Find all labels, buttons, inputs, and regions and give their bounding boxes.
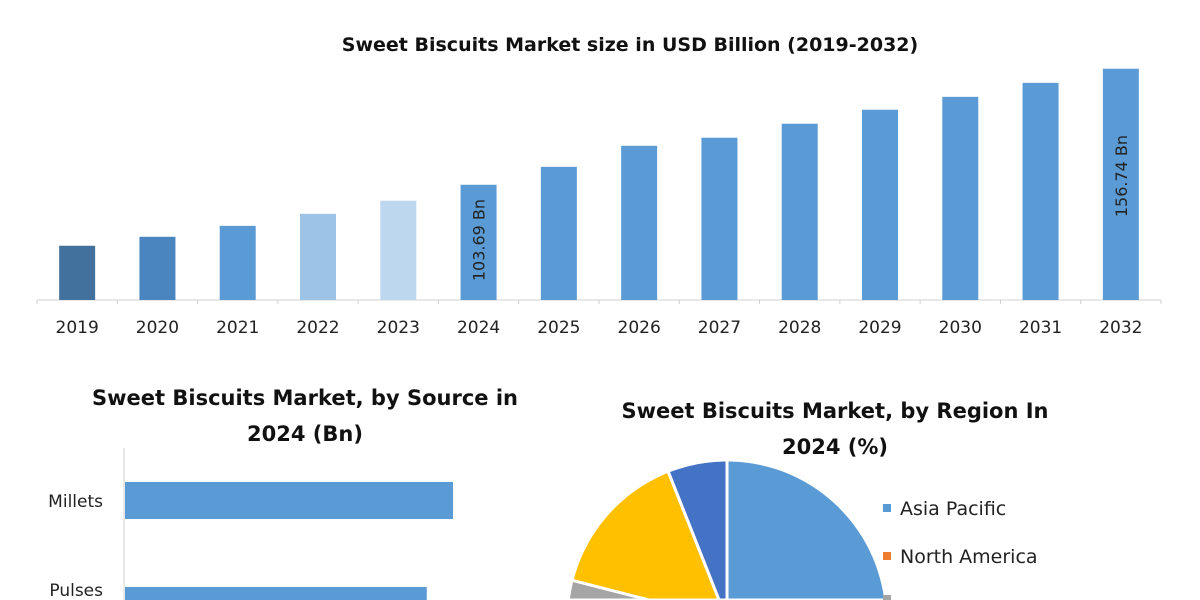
bar-2020 [139, 236, 176, 300]
bar-2019 [59, 245, 96, 300]
legend-swatch-partial [883, 595, 891, 600]
legend-label-north-america: North America [900, 546, 1038, 568]
bar-pulses [125, 587, 427, 600]
bar-2031 [1022, 82, 1059, 300]
region-chart-title: Sweet Biscuits Market, by Region In 2024… [621, 399, 1049, 459]
pie-slice-slice-4 [666, 458, 729, 600]
bar-2029 [862, 109, 898, 300]
bar-2023 [380, 200, 417, 300]
pie-slice-asia-pacific [725, 458, 888, 600]
main-chart-title: Sweet Biscuits Market size in USD Billio… [341, 34, 919, 56]
pie-slice-slice-3 [570, 469, 721, 600]
bar-2022 [300, 213, 336, 300]
legend-swatch-asia-pacific [883, 504, 891, 512]
bar-millets [125, 482, 453, 519]
bar-2032 [1102, 68, 1139, 301]
bar-2030 [942, 96, 979, 300]
bar-2025 [540, 166, 577, 300]
x-tick-label-2027: 2027 [698, 318, 741, 338]
bar-2027 [701, 137, 738, 300]
legend-label-asia-pacific: Asia Pacific [900, 498, 1006, 520]
data-label-2032: 156.74 Bn [1112, 135, 1131, 217]
bar-2024 [460, 184, 497, 300]
x-tick-label-2019: 2019 [56, 318, 99, 338]
x-tick-label-2020: 2020 [136, 318, 179, 338]
bar-2026 [621, 145, 658, 300]
source-chart-title: Sweet Biscuits Market, by Source in 2024… [92, 386, 518, 446]
x-tick-label-2030: 2030 [939, 318, 982, 338]
category-label-millets: Millets [48, 492, 103, 512]
bar-2021 [219, 225, 256, 300]
data-label-2024: 103.69 Bn [470, 199, 489, 281]
x-tick-label-2021: 2021 [216, 318, 259, 338]
legend-swatch-north-america [883, 552, 891, 560]
x-tick-label-2022: 2022 [296, 318, 339, 338]
bar-2028 [781, 123, 818, 300]
x-tick-label-2029: 2029 [858, 318, 901, 338]
x-tick-label-2023: 2023 [377, 318, 420, 338]
x-tick-label-2025: 2025 [537, 318, 580, 338]
x-tick-label-2031: 2031 [1019, 318, 1062, 338]
category-label-pulses: Pulses [49, 581, 103, 600]
x-tick-label-2032: 2032 [1099, 318, 1142, 338]
x-tick-label-2026: 2026 [618, 318, 661, 338]
x-tick-label-2024: 2024 [457, 318, 500, 338]
x-tick-label-2028: 2028 [778, 318, 821, 338]
